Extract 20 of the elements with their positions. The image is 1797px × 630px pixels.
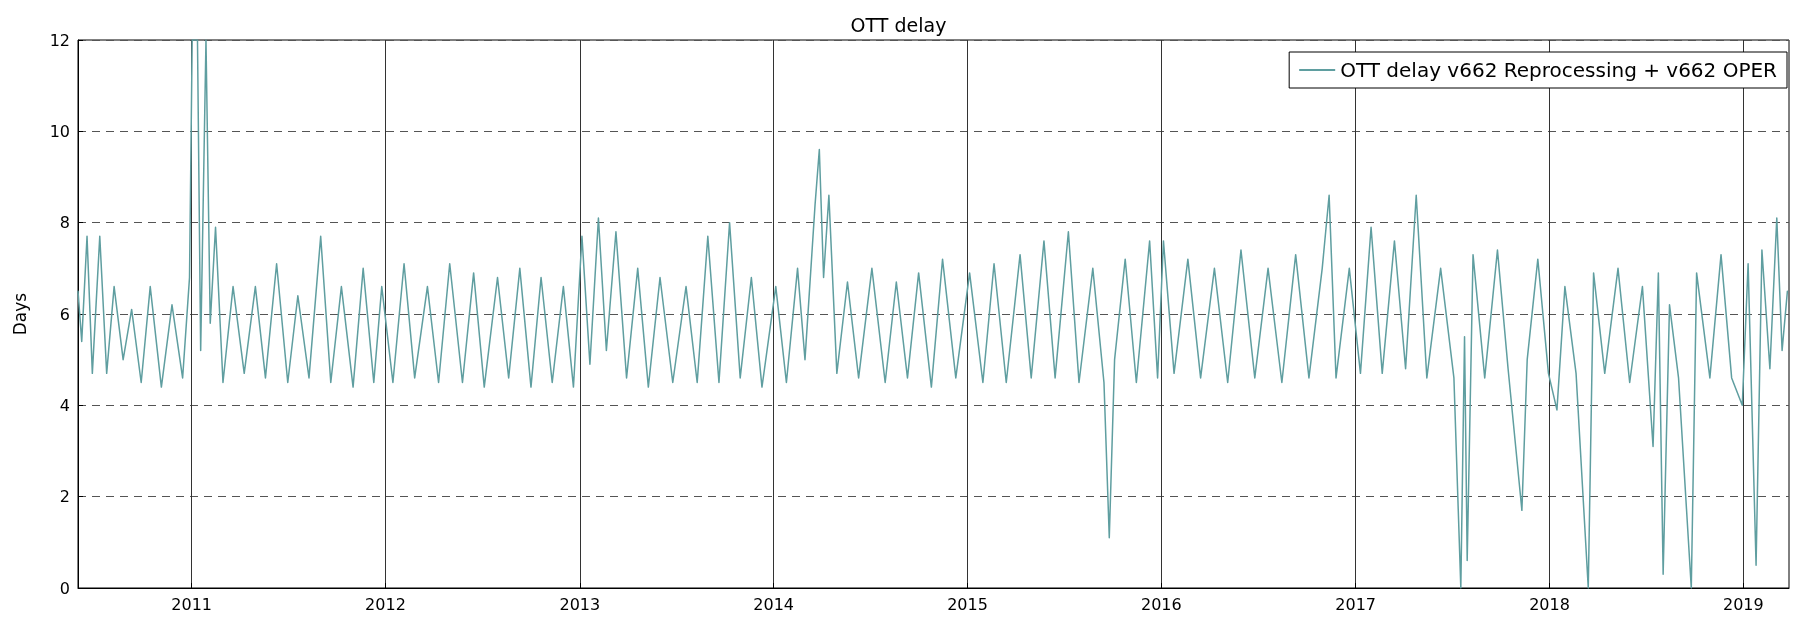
- x-tick-label: 2013: [559, 594, 601, 614]
- y-tick-label: 6: [59, 304, 70, 324]
- y-tick-label: 8: [59, 213, 70, 233]
- line-series: [77, 39, 1789, 589]
- x-tick-label: 2014: [753, 594, 795, 614]
- y-tick-label: 0: [59, 578, 70, 598]
- x-tick-label: 2011: [171, 594, 212, 614]
- x-tick-label: 2018: [1529, 594, 1570, 614]
- x-tick-label: 2019: [1722, 594, 1764, 614]
- x-tick-label: 2017: [1335, 594, 1377, 614]
- chart-title: OTT delay: [850, 13, 947, 36]
- x-tick-label: 2015: [947, 594, 988, 614]
- y-tick-label: 4: [59, 395, 70, 415]
- x-tick-label: 2012: [365, 594, 406, 614]
- y-tick-label: 12: [49, 30, 70, 50]
- x-tick-label: 2016: [1140, 594, 1182, 614]
- legend-label: OTT delay v662 Reprocessing + v662 OPER: [1340, 58, 1778, 82]
- y-tick-label: 2: [59, 487, 70, 507]
- y-tick-label: 10: [49, 121, 70, 141]
- y-axis-title: Days: [9, 292, 30, 336]
